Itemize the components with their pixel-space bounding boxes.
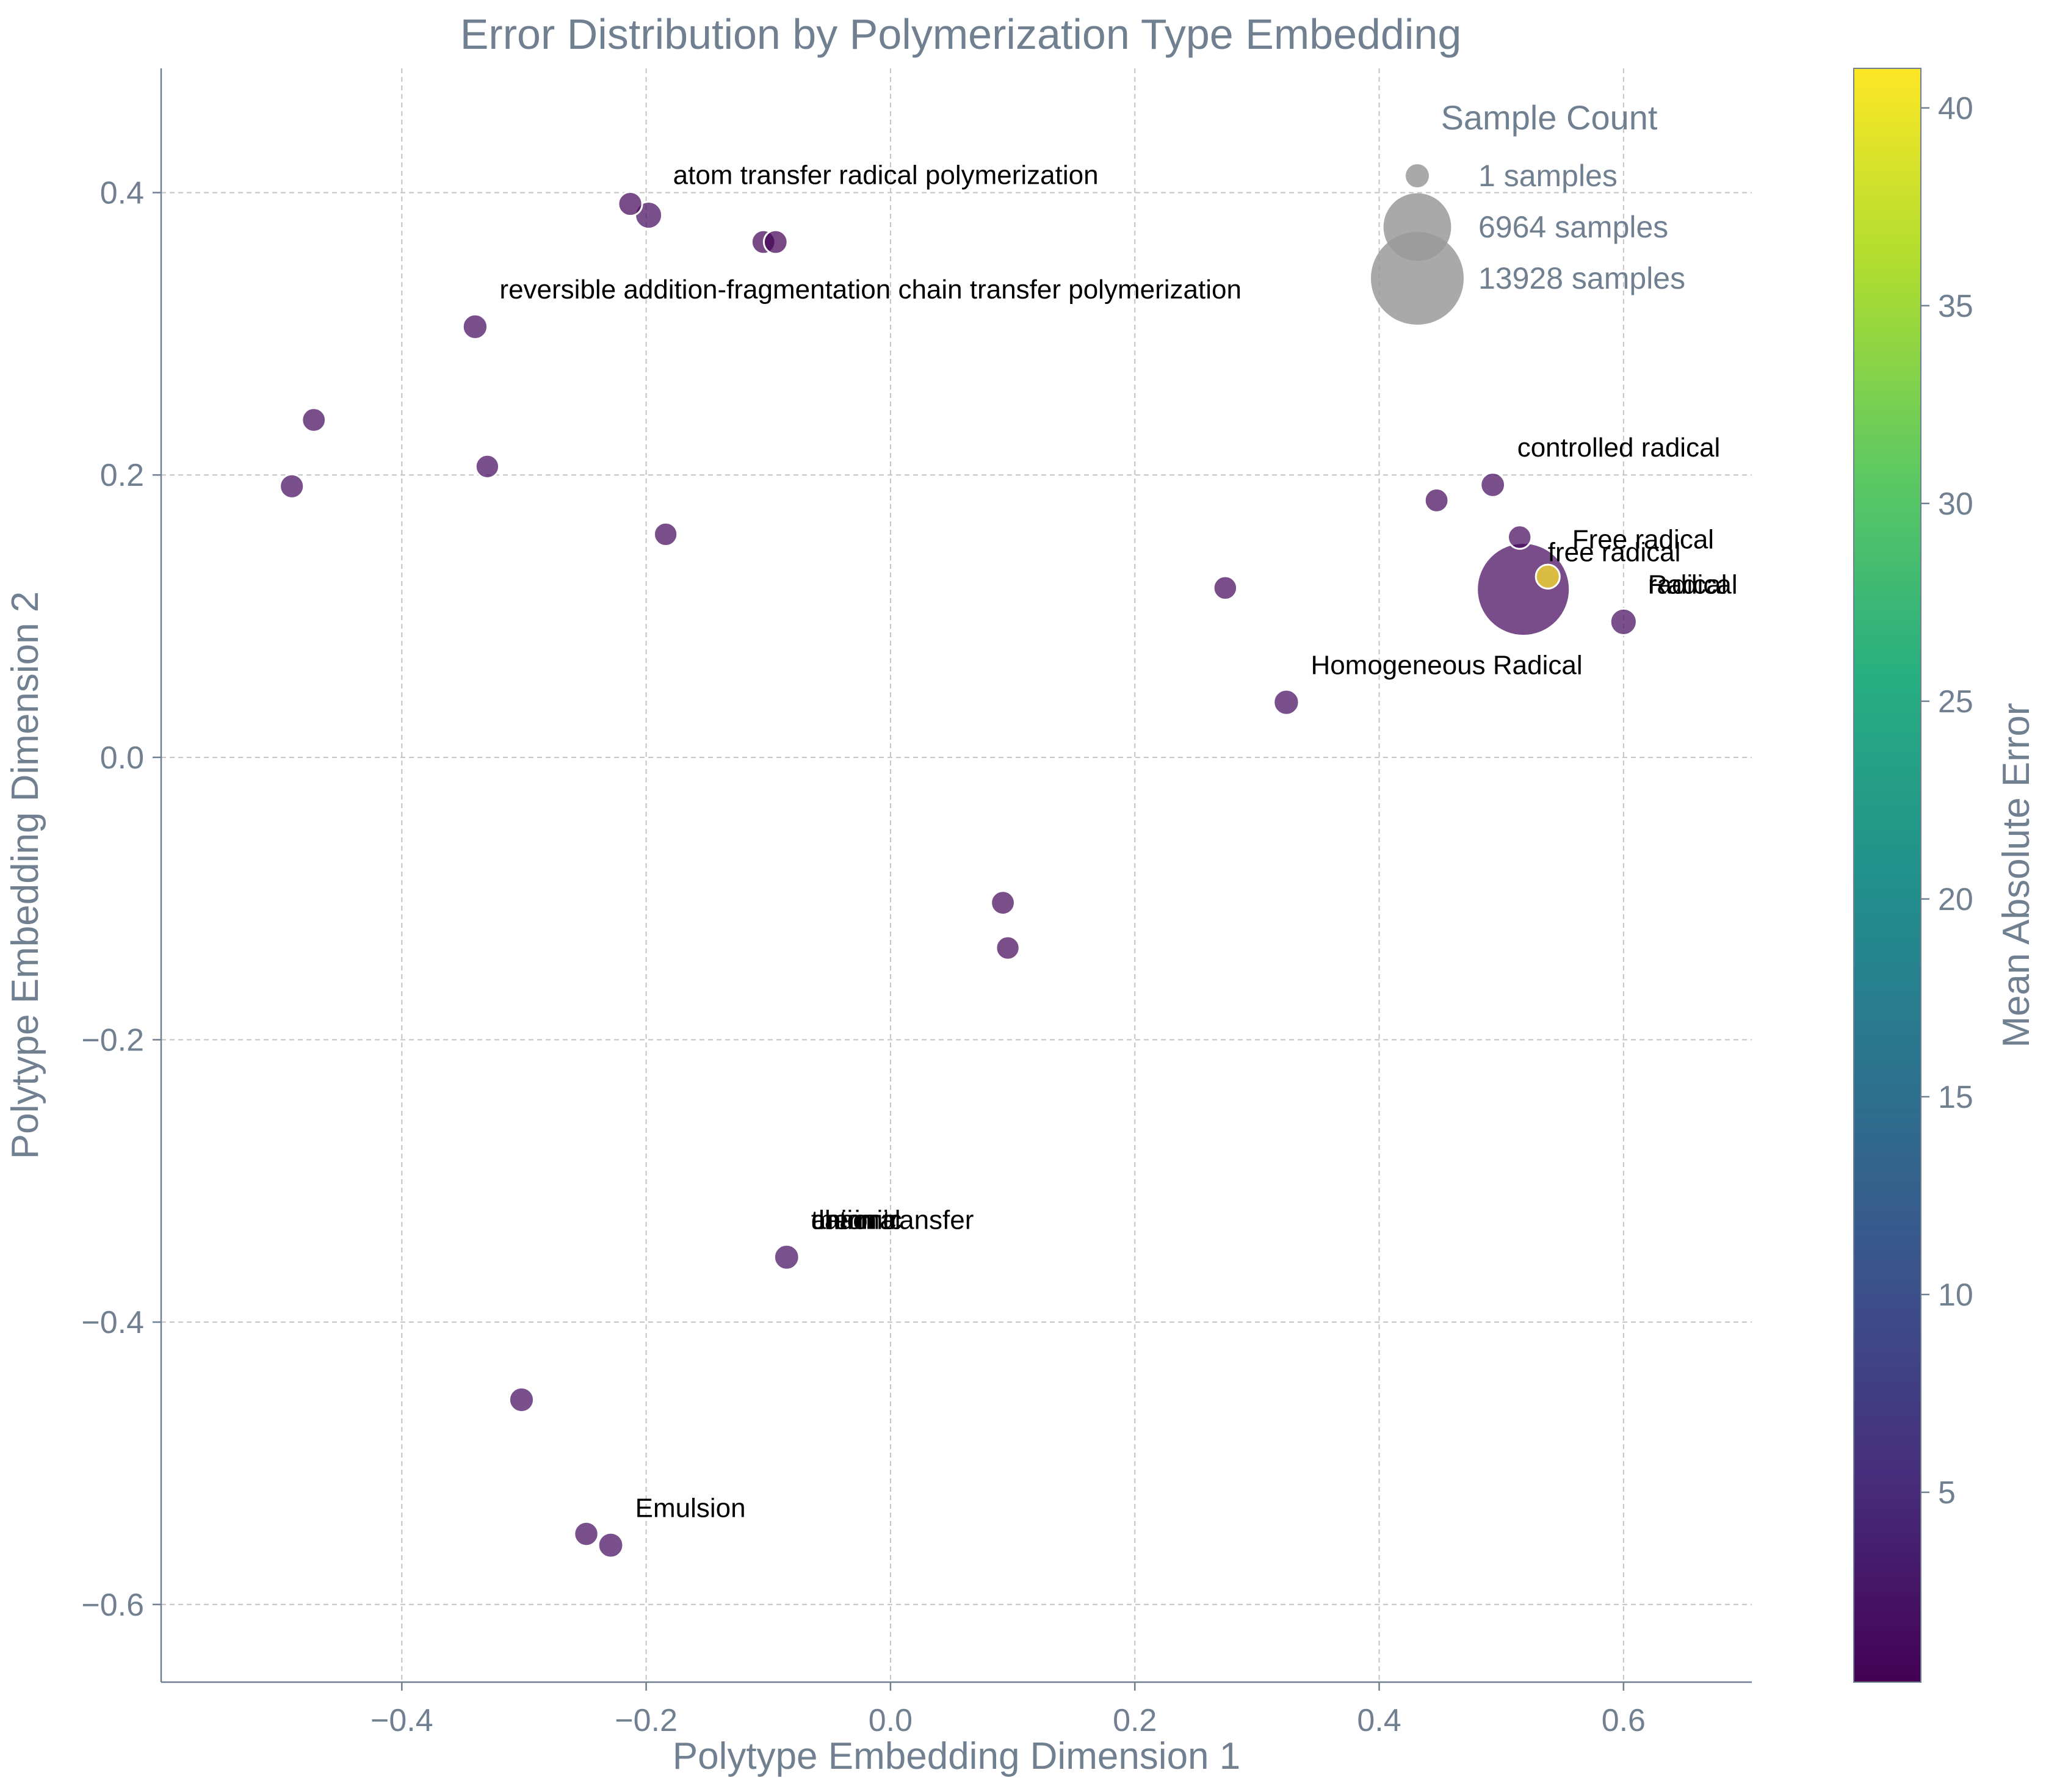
x-ticks: −0.4 −0.2 0.0 0.2 0.4 0.6 [371,1682,1646,1738]
y-tick-label: −0.2 [81,1022,144,1058]
x-tick-label: 0.6 [1602,1703,1646,1738]
point-annotation: Free radical [1572,524,1714,554]
point-annotation: cationic [811,1205,902,1235]
point-annotation: Emulsion [635,1493,746,1523]
point-annotation: Homogeneous Radical [1310,650,1582,680]
x-tick-label: 0.0 [869,1703,913,1738]
point-annotation: thermal [811,1205,901,1235]
y-tick-label: 0.2 [100,458,144,493]
x-axis-label: Polytype Embedding Dimension 1 [673,1735,1241,1777]
y-tick-label: −0.4 [81,1305,144,1340]
axes [160,68,1752,1683]
data-point [773,1243,800,1271]
x-tick-label: −0.4 [371,1703,433,1738]
y-axis-label: Polytype Embedding Dimension 2 [4,591,46,1160]
colorbar-tick-label: 40 [1938,91,1973,126]
point-annotation: chain transfer [811,1205,974,1235]
legend-label: 13928 samples [1478,261,1685,295]
data-point [990,890,1016,916]
y-tick-label: −0.6 [81,1588,144,1623]
legend-size-marker [1370,231,1464,325]
data-point [597,1531,624,1559]
data-point [995,935,1021,961]
annotations: atom transfer radical polymerization reve… [499,161,1737,1523]
data-point [617,190,643,217]
data-point [1507,524,1533,550]
colorbar-tick-label: 15 [1938,1080,1973,1115]
data-point [279,473,305,499]
data-point [1534,563,1561,590]
point-annotation: free radical [1548,537,1681,567]
data-point [652,521,679,547]
legend-title: Sample Count [1441,98,1658,137]
y-tick-label: 0.0 [100,740,144,776]
data-point [573,1520,599,1547]
point-annotation: controlled radical [1517,433,1721,463]
data-point [762,229,789,255]
data-point [1212,575,1238,601]
x-tick-label: 0.4 [1357,1703,1401,1738]
data-points [279,190,1638,1559]
x-tick-label: 0.2 [1113,1703,1157,1738]
data-point [1273,688,1300,716]
point-annotation: anionic [811,1205,896,1235]
colorbar-tick-label: 30 [1938,486,1973,522]
data-point [474,453,501,479]
chart-title: Error Distribution by Polymerization Typ… [460,10,1462,58]
legend-label: 1 samples [1478,159,1618,193]
data-point [508,1386,535,1413]
data-point [461,313,489,341]
y-ticks: −0.6 −0.4 −0.2 0.0 0.2 0.4 [81,176,161,1623]
legend-label: 6964 samples [1478,210,1668,244]
colorbar-label: Mean Absolute Error [1995,703,2037,1047]
data-point [1423,487,1450,513]
point-annotation: atom transfer radical polymerization [673,161,1099,190]
y-tick-label: 0.4 [100,176,144,211]
colorbar-tick-label: 25 [1938,684,1973,720]
legend-size-marker [1405,164,1430,188]
colorbar-tick-label: 20 [1938,882,1973,917]
point-annotation: reversible addition-fragmentation chain … [499,275,1242,305]
point-annotation: Radical [1648,570,1738,600]
colorbar: Mean Absolute Error [1853,68,2037,1683]
data-point [301,407,327,433]
x-tick-label: −0.2 [615,1703,678,1738]
point-annotation: radical [1648,570,1727,600]
size-legend: Sample Count 1 samples 6964 samples 13928 … [1370,98,1685,325]
colorbar-tick-label: 10 [1938,1277,1973,1313]
colorbar-tick-label: 35 [1938,289,1973,324]
colorbar-gradient [1853,68,1921,1683]
grid [161,68,1752,1682]
colorbar-ticks: 5 10 15 20 25 30 35 40 [1921,91,1973,1511]
colorbar-tick-label: 5 [1938,1475,1956,1511]
data-point [1480,471,1506,498]
data-point [1609,607,1638,636]
